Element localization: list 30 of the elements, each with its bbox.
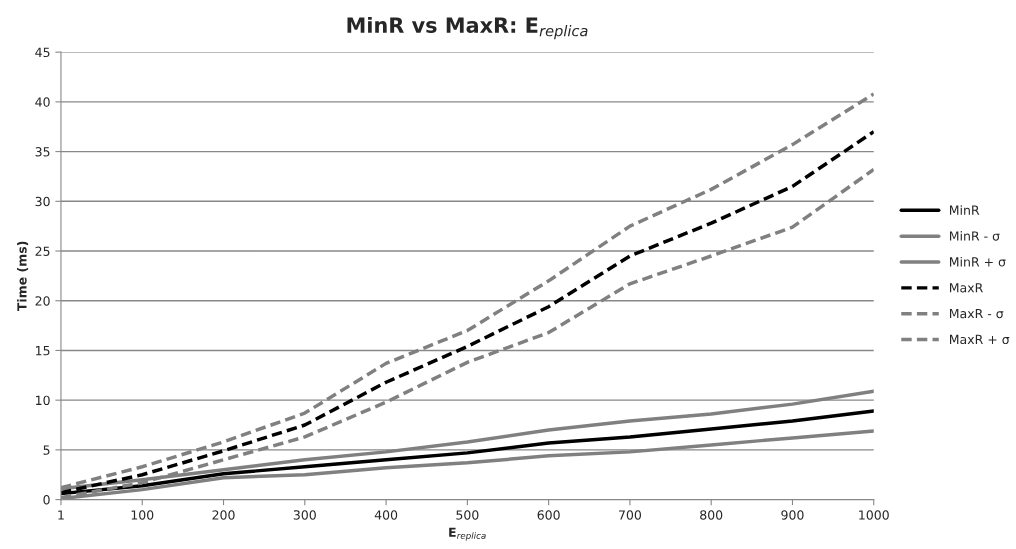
x-tick-label: 400	[374, 510, 398, 520]
legend-label: MinR - σ	[949, 231, 1000, 241]
y-tick-label: 45	[35, 47, 50, 58]
y-axis-title: Time (ms)	[16, 241, 29, 312]
x-tick-label: 500	[456, 510, 479, 520]
y-tick-label: 30	[35, 196, 50, 207]
y-tick-label: 25	[35, 246, 50, 256]
y-tick-label: 20	[35, 296, 50, 306]
legend-label: MaxR - σ	[949, 308, 1004, 319]
x-tick-label: 800	[700, 510, 723, 520]
y-tick-label: 5	[43, 445, 50, 455]
x-tick-label: 200	[212, 510, 235, 520]
y-tick-label: 15	[36, 346, 50, 356]
x-tick-label: 600	[537, 510, 560, 520]
x-tick-label: 1000	[859, 510, 889, 520]
legend-label: MinR	[949, 205, 980, 215]
legend-label: MaxR + σ	[949, 334, 1010, 345]
x-axis-title: E$_{replica}$	[449, 527, 486, 541]
y-tick-label: 10	[36, 395, 50, 406]
x-tick-label: 900	[781, 510, 804, 520]
x-tick-label: 1	[58, 510, 64, 520]
y-tick-label: 35	[35, 147, 50, 157]
chart-title: MinR vs MaxR: E$_{replica}$	[347, 16, 588, 40]
legend-label: MinR + σ	[949, 256, 1006, 267]
x-tick-label: 300	[293, 510, 316, 520]
x-tick-label: 700	[619, 510, 642, 520]
x-tick-label: 100	[131, 510, 154, 520]
legend-label: MaxR	[949, 283, 983, 293]
y-tick-label: 40	[35, 97, 50, 107]
y-tick-label: 0	[43, 495, 50, 505]
